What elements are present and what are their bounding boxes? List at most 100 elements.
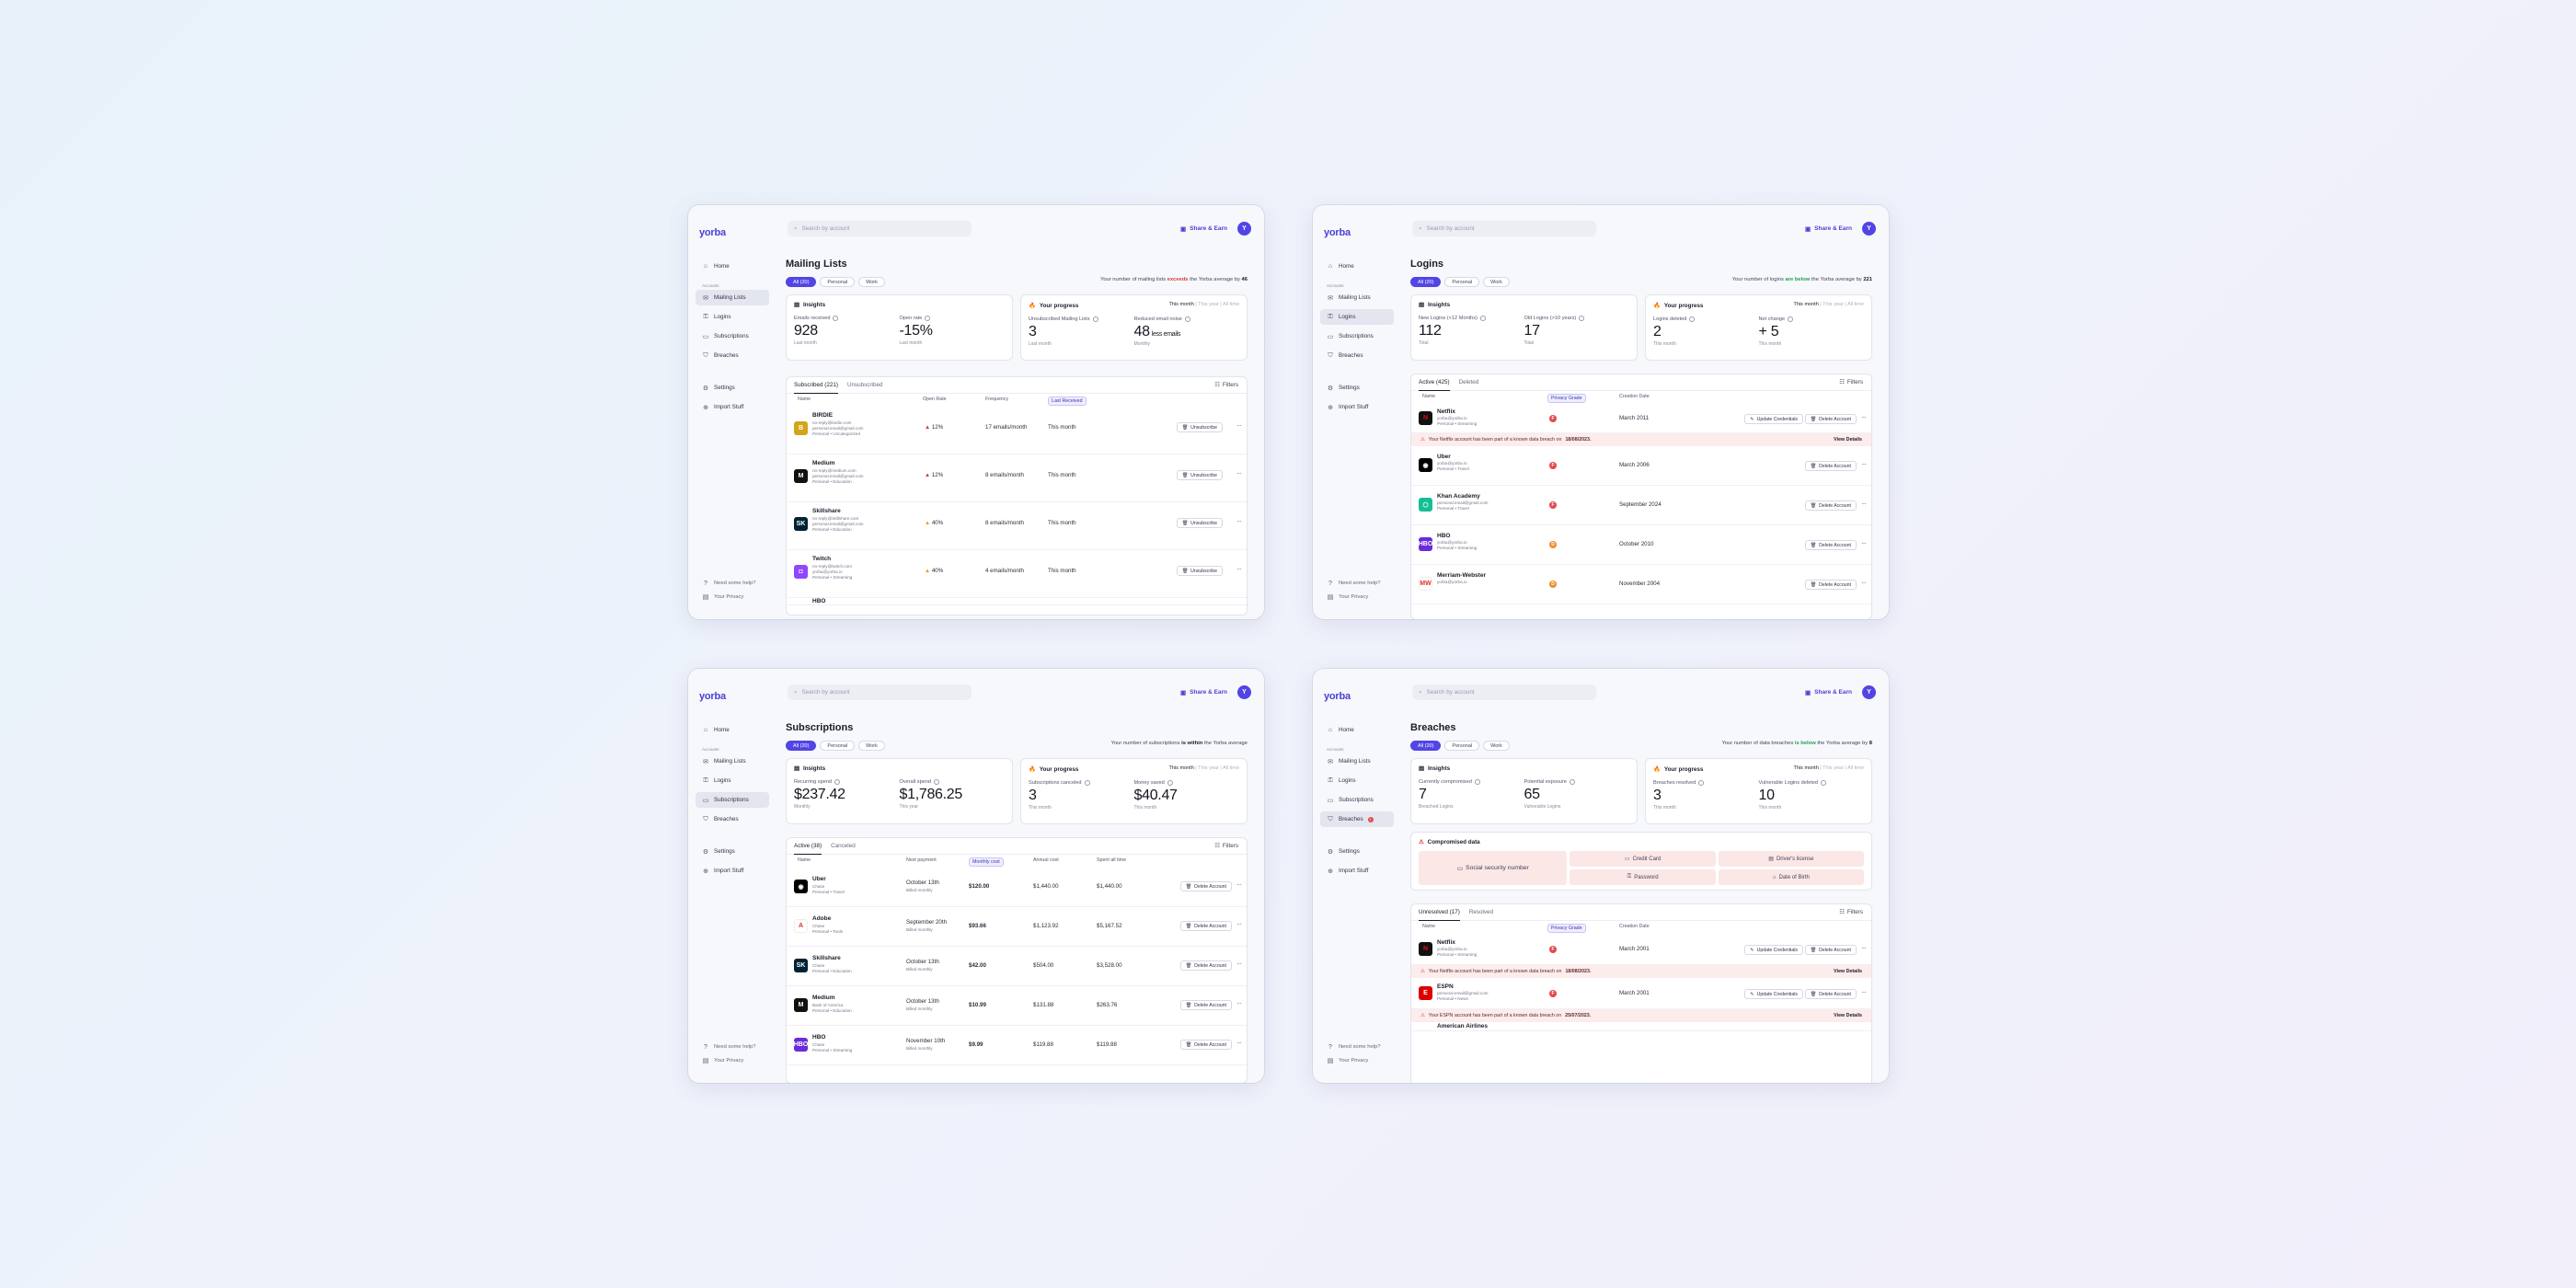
filter-all[interactable]: All (20) xyxy=(786,277,817,287)
table-row[interactable]: HBO HBO Chase Personal • Streaming Novem… xyxy=(787,1026,1247,1065)
tab-active[interactable]: Active (38) xyxy=(794,838,822,855)
filter-work[interactable]: Work xyxy=(858,741,885,751)
nav-mailing-lists[interactable]: ✉ Mailing Lists xyxy=(703,758,746,765)
tab-resolved[interactable]: Resolved xyxy=(1468,909,1494,915)
nav-settings[interactable]: ⚙ Settings xyxy=(702,385,735,392)
more-icon[interactable]: ··· xyxy=(1236,920,1242,928)
nav-help[interactable]: ? Need some help? xyxy=(696,577,762,590)
table-row[interactable]: ◉ Uber yorba@yorba.io Personal • Travel … xyxy=(1411,446,1871,486)
view-details-link[interactable]: View Details xyxy=(1834,1013,1862,1018)
delete-account-button[interactable]: 🗑 Delete Account xyxy=(1179,1000,1232,1010)
filters-button[interactable]: ☷ Filters xyxy=(1839,379,1863,385)
more-icon[interactable]: ··· xyxy=(1236,469,1242,477)
more-icon[interactable]: ··· xyxy=(1236,421,1242,430)
delete-account-button[interactable]: 🗑 Delete Account xyxy=(1804,500,1857,511)
table-row[interactable]: A Adobe Chase Personal • Tools September… xyxy=(787,907,1247,947)
nav-privacy[interactable]: ▤ Your Privacy xyxy=(702,594,744,601)
more-icon[interactable]: ··· xyxy=(1236,517,1242,525)
more-icon[interactable]: ··· xyxy=(1861,988,1867,996)
nav-logins[interactable]: ⚿ Logins xyxy=(1320,309,1394,325)
search-input[interactable]: ⌕ Search by account xyxy=(788,684,972,700)
nav-breaches[interactable]: ⛉ Breaches xyxy=(1328,351,1363,360)
delete-account-button[interactable]: 🗑 Delete Account xyxy=(1804,989,1857,999)
delete-account-button[interactable]: 🗑 Delete Account xyxy=(1179,921,1232,931)
more-icon[interactable]: ··· xyxy=(1861,413,1867,421)
more-icon[interactable]: ··· xyxy=(1236,1039,1242,1047)
nav-help[interactable]: ? Need some help? xyxy=(696,1041,762,1053)
yorba-logo[interactable]: yorba xyxy=(1324,227,1351,238)
filter-personal[interactable]: Personal xyxy=(1444,277,1480,287)
table-row[interactable]: M Medium Bank of America Personal • Educ… xyxy=(787,986,1247,1026)
nav-breaches[interactable]: ⛉ Breaches xyxy=(703,815,739,823)
delete-account-button[interactable]: 🗑 Delete Account xyxy=(1804,461,1857,471)
share-earn-button[interactable]: ▣ Share & Earn xyxy=(1180,689,1227,696)
filter-work[interactable]: Work xyxy=(858,277,885,287)
nav-breaches[interactable]: ⛉ Breaches xyxy=(703,351,739,360)
avatar[interactable]: Y xyxy=(1862,222,1876,236)
search-input[interactable]: ⌕ Search by account xyxy=(1412,684,1596,700)
share-earn-button[interactable]: ▣ Share & Earn xyxy=(1180,225,1227,233)
tab-unsubscribed[interactable]: Unsubscribed xyxy=(846,382,883,388)
filter-work[interactable]: Work xyxy=(1483,277,1510,287)
tab-canceled[interactable]: Canceled xyxy=(831,843,856,849)
nav-settings[interactable]: ⚙ Settings xyxy=(1327,385,1360,392)
tab-active[interactable]: Active (425) xyxy=(1419,374,1450,391)
filters-button[interactable]: ☷ Filters xyxy=(1839,909,1863,915)
nav-mailing-lists[interactable]: ✉ Mailing Lists xyxy=(1328,758,1371,765)
nav-breaches[interactable]: ⛉ Breaches 1 xyxy=(1320,811,1394,827)
delete-account-button[interactable]: 🗑 Delete Account xyxy=(1179,1040,1232,1050)
nav-privacy[interactable]: ▤ Your Privacy xyxy=(702,1058,744,1064)
filters-button[interactable]: ☷ Filters xyxy=(1214,843,1238,849)
nav-settings[interactable]: ⚙ Settings xyxy=(1327,848,1360,856)
nav-subscriptions[interactable]: ▭ Subscriptions xyxy=(1327,797,1374,804)
search-input[interactable]: ⌕ Search by account xyxy=(1412,221,1596,236)
nav-import[interactable]: ⊕ Import Stuff xyxy=(703,868,744,875)
table-row[interactable]: E ESPN personal.email@gmail.com Personal… xyxy=(1411,978,1871,1009)
update-credentials-button[interactable]: ✎ Update Credentials xyxy=(1744,945,1803,955)
period-selector[interactable]: This month | This year | All time xyxy=(1793,302,1864,307)
more-icon[interactable]: ··· xyxy=(1861,539,1867,547)
delete-account-button[interactable]: 🗑 Delete Account xyxy=(1804,580,1857,590)
tab-subscribed[interactable]: Subscribed (221) xyxy=(794,377,838,394)
filter-all[interactable]: All (20) xyxy=(786,741,817,751)
more-icon[interactable]: ··· xyxy=(1861,460,1867,468)
nav-privacy[interactable]: ▤ Your Privacy xyxy=(1327,594,1369,601)
unsubscribe-button[interactable]: 🗑 Unsubscribe xyxy=(1176,566,1223,576)
update-credentials-button[interactable]: ✎ Update Credentials xyxy=(1744,414,1803,424)
nav-subscriptions[interactable]: ▭ Subscriptions xyxy=(696,792,769,808)
filter-all[interactable]: All (20) xyxy=(1410,277,1442,287)
yorba-logo[interactable]: yorba xyxy=(1324,691,1351,702)
more-icon[interactable]: ··· xyxy=(1861,579,1867,587)
avatar[interactable]: Y xyxy=(1862,685,1876,699)
more-icon[interactable]: ··· xyxy=(1236,960,1242,968)
tab-deleted[interactable]: Deleted xyxy=(1458,379,1479,385)
nav-settings[interactable]: ⚙ Settings xyxy=(702,848,735,856)
table-row[interactable]: MW Merriam-Webster yorba@yorba.io D Nove… xyxy=(1411,565,1871,604)
table-row[interactable]: N Netflix yorba@yorba.io Personal • Stre… xyxy=(1411,934,1871,965)
yorba-logo[interactable]: yorba xyxy=(699,691,726,702)
nav-subscriptions[interactable]: ▭ Subscriptions xyxy=(702,333,749,340)
filter-personal[interactable]: Personal xyxy=(820,741,856,751)
table-row[interactable]: B BIRDIE no-reply@birdie.com personal.em… xyxy=(787,407,1247,454)
unsubscribe-button[interactable]: 🗑 Unsubscribe xyxy=(1176,470,1223,480)
share-earn-button[interactable]: ▣ Share & Earn xyxy=(1805,689,1852,696)
table-row[interactable]: HBO HBO yorba@yorba.io Personal • Stream… xyxy=(1411,525,1871,565)
delete-account-button[interactable]: 🗑 Delete Account xyxy=(1179,881,1232,891)
nav-help[interactable]: ? Need some help? xyxy=(1320,577,1386,590)
nav-subscriptions[interactable]: ▭ Subscriptions xyxy=(1327,333,1374,340)
nav-home[interactable]: ⌂ Home xyxy=(1328,263,1354,270)
yorba-logo[interactable]: yorba xyxy=(699,227,726,238)
nav-logins[interactable]: ⚿ Logins xyxy=(1328,776,1356,785)
more-icon[interactable]: ··· xyxy=(1236,565,1242,573)
delete-account-button[interactable]: 🗑 Delete Account xyxy=(1804,945,1857,955)
more-icon[interactable]: ··· xyxy=(1236,880,1242,889)
filters-button[interactable]: ☷ Filters xyxy=(1214,382,1238,388)
table-row[interactable]: SK Skillshare no-reply@skillshare.com pe… xyxy=(787,502,1247,550)
nav-import[interactable]: ⊕ Import Stuff xyxy=(703,404,744,411)
search-input[interactable]: ⌕ Search by account xyxy=(788,221,972,236)
update-credentials-button[interactable]: ✎ Update Credentials xyxy=(1744,989,1803,999)
more-icon[interactable]: ··· xyxy=(1861,500,1867,508)
avatar[interactable]: Y xyxy=(1237,222,1251,236)
nav-help[interactable]: ? Need some help? xyxy=(1320,1041,1386,1053)
table-row[interactable]: N Netflix yorba@yorba.io Personal • Stre… xyxy=(1411,404,1871,433)
